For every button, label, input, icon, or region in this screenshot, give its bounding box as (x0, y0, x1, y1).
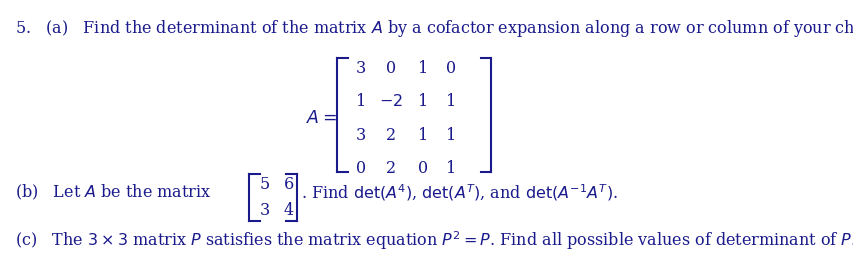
Text: $A=$: $A=$ (305, 110, 336, 126)
Text: 2: 2 (386, 159, 396, 176)
Text: 3: 3 (259, 201, 270, 218)
Text: 3: 3 (356, 60, 366, 77)
Text: . Find $\det(A^4)$, $\det(A^T)$, and $\det(A^{-1}A^T)$.: . Find $\det(A^4)$, $\det(A^T)$, and $\d… (300, 182, 617, 202)
Text: 0: 0 (445, 60, 456, 77)
Text: 1: 1 (356, 93, 366, 110)
Text: 2: 2 (386, 126, 396, 143)
Text: 0: 0 (417, 159, 427, 176)
Text: 1: 1 (445, 159, 456, 176)
Text: 5: 5 (259, 176, 270, 193)
Text: (c)   The $3\times3$ matrix $P$ satisfies the matrix equation $P^2=P$. Find all : (c) The $3\times3$ matrix $P$ satisfies … (15, 229, 853, 251)
Text: 0: 0 (356, 159, 366, 176)
Text: 1: 1 (445, 93, 456, 110)
Text: 1: 1 (417, 93, 427, 110)
Text: (b)   Let $A$ be the matrix: (b) Let $A$ be the matrix (15, 182, 212, 201)
Text: 4: 4 (283, 201, 293, 218)
Text: 1: 1 (445, 126, 456, 143)
Text: 6: 6 (283, 176, 293, 193)
Text: $-2$: $-2$ (379, 93, 403, 110)
Text: 0: 0 (386, 60, 396, 77)
Text: 5.   (a)   Find the determinant of the matrix $A$ by a cofactor expansion along : 5. (a) Find the determinant of the matri… (15, 18, 853, 39)
Text: 3: 3 (356, 126, 366, 143)
Text: 1: 1 (417, 126, 427, 143)
Text: 1: 1 (417, 60, 427, 77)
